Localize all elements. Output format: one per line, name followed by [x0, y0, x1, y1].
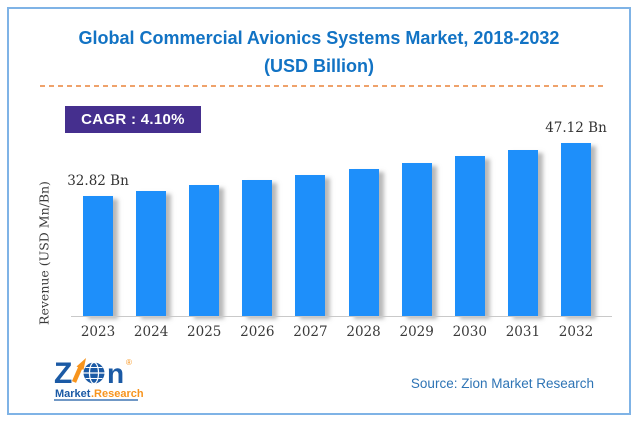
- bar-2023: [83, 196, 113, 316]
- bar-slot-2032: 47.12 Bn 2032: [545, 120, 607, 340]
- chart-title-line2: (USD Billion): [264, 56, 374, 76]
- chart-title: Global Commercial Avionics Systems Marke…: [20, 24, 618, 80]
- bar-2025: [189, 185, 220, 316]
- logo-registered-mark: ®: [126, 358, 132, 367]
- bar-value-label-2032: 47.12 Bn: [545, 120, 607, 136]
- bar-slot-2029: 2029: [399, 143, 434, 340]
- bar-slot-2026: 2026: [240, 143, 275, 340]
- x-tick-label-2028: 2028: [346, 324, 381, 340]
- logo-market-text: Market: [55, 388, 91, 400]
- x-tick-label-2026: 2026: [240, 324, 275, 340]
- bar-2030: [454, 156, 485, 316]
- bar-value-label-2023: 32.82 Bn: [67, 173, 129, 189]
- zion-market-research-logo: Z n ® Market .Research.: [54, 357, 144, 401]
- bar-slot-2031: 2031: [506, 143, 540, 340]
- logo-letter-n: n: [107, 358, 124, 389]
- bar-slot-2030: 2030: [453, 143, 487, 340]
- dashed-divider: [40, 85, 606, 87]
- x-tick-label-2023: 2023: [80, 324, 116, 340]
- source-note: Source: Zion Market Research: [410, 376, 594, 391]
- x-tick-label-2029: 2029: [399, 324, 434, 340]
- x-axis-line: [71, 316, 612, 317]
- bar-2026: [242, 180, 273, 316]
- bar-2027: [295, 175, 326, 316]
- bar-slot-2025: 2025: [187, 143, 221, 340]
- x-tick-label-2024: 2024: [133, 324, 169, 340]
- bar-slot-2023: 32.82 Bn 2023: [67, 143, 129, 340]
- x-tick-label-2031: 2031: [505, 324, 541, 340]
- bar-2028: [348, 169, 379, 316]
- logo-research-text: .Research.: [91, 388, 144, 400]
- x-tick-label-2030: 2030: [452, 324, 487, 340]
- bar-2024: [136, 191, 167, 316]
- logo-letter-z: Z: [54, 357, 72, 390]
- bar-2031: [507, 150, 538, 316]
- plot-area: 32.82 Bn 2023 2024 2025 2026 2027 2028 2029 2030…: [67, 120, 607, 340]
- cagr-badge-label: CAGR : 4.10%: [81, 111, 185, 128]
- chart-title-line1: Global Commercial Avionics Systems Marke…: [78, 28, 560, 48]
- x-tick-label-2032: 2032: [558, 324, 594, 340]
- bar-slot-2027: 2027: [293, 143, 328, 340]
- logo-arrow-icon: [71, 358, 86, 383]
- x-tick-label-2027: 2027: [293, 324, 328, 340]
- y-axis-label: Revenue (USD Mn/Bn): [36, 181, 52, 325]
- bar-slot-2028: 2028: [346, 143, 381, 340]
- bar-2029: [401, 163, 432, 316]
- cagr-badge: CAGR : 4.10%: [65, 106, 201, 133]
- x-tick-label-2025: 2025: [187, 324, 222, 340]
- logo-globe-icon: [83, 361, 105, 385]
- bar-slot-2024: 2024: [134, 143, 168, 340]
- bar-2032: [560, 143, 591, 316]
